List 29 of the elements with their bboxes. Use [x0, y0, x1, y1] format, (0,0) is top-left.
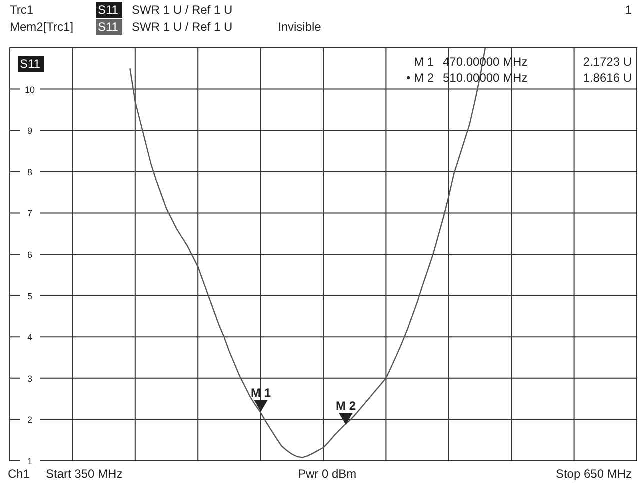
y-tick-label: 9 [27, 126, 33, 136]
y-tick-label: 2 [27, 415, 33, 426]
text: Invisible [278, 20, 322, 34]
y-tick-label: 7 [27, 208, 33, 219]
y-tick-label: 3 [27, 374, 33, 384]
annotation: M 2 [336, 399, 356, 413]
y-tick-label: 8 [27, 167, 33, 178]
annotation: S11 [20, 57, 41, 71]
y-tick-label: 10 [24, 84, 36, 95]
text: Pwr 0 dBm [298, 467, 357, 481]
text: Start 350 MHz [46, 467, 123, 481]
text: Stop 650 MHz [556, 467, 632, 481]
annotation: 1.8616 U [583, 71, 632, 85]
text: S11 [98, 3, 119, 17]
y-tick-label: 4 [27, 332, 33, 343]
annotation: M 1 [250, 386, 272, 400]
annotation: • M 2 [406, 71, 434, 85]
y-tick-label: 5 [27, 291, 33, 302]
annotation: 2.1723 U [583, 55, 632, 69]
text: SWR 1 U / Ref 1 U [132, 20, 233, 34]
y-tick-label: 1 [27, 456, 33, 466]
annotation: M 1 [414, 55, 434, 69]
text: Trc1 [10, 3, 34, 17]
text: 1 [625, 3, 632, 17]
text: S11 [98, 20, 119, 34]
text: Mem2[Trc1] [10, 20, 74, 34]
text: SWR 1 U / Ref 1 U [132, 3, 233, 17]
y-tick-label: 6 [27, 250, 33, 260]
text: Ch1 [8, 467, 30, 481]
